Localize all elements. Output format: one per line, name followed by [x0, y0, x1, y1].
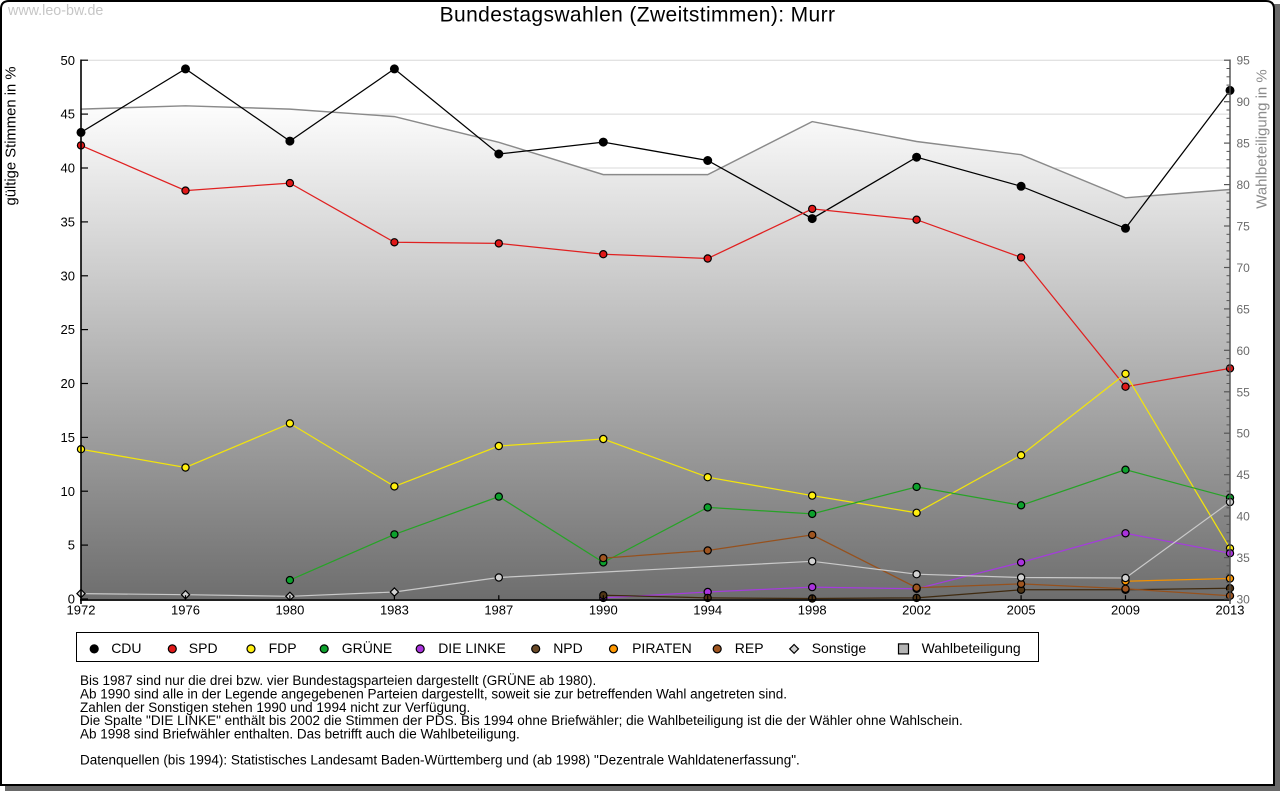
svg-text:90: 90	[1237, 95, 1251, 109]
svg-text:Datenquellen (bis 1994): Stati: Datenquellen (bis 1994): Statistisches L…	[80, 752, 800, 767]
svg-text:40: 40	[1237, 510, 1251, 524]
svg-text:GRÜNE: GRÜNE	[342, 639, 393, 656]
svg-text:NPD: NPD	[553, 640, 583, 656]
svg-text:gültige Stimmen in %: gültige Stimmen in %	[4, 67, 20, 206]
svg-text:Bis 1987 sind nur die drei bzw: Bis 1987 sind nur die drei bzw. vier Bun…	[80, 673, 596, 688]
svg-text:60: 60	[1237, 344, 1251, 358]
svg-text:Wahlbeteiligung in %: Wahlbeteiligung in %	[1254, 69, 1271, 209]
svg-text:30: 30	[1237, 593, 1251, 607]
svg-text:Sonstige: Sonstige	[812, 640, 867, 656]
svg-text:80: 80	[1237, 178, 1251, 192]
svg-text:1980: 1980	[275, 603, 304, 618]
svg-text:Bundestagswahlen (Zweitstimmen: Bundestagswahlen (Zweitstimmen): Murr	[440, 4, 836, 27]
svg-text:5: 5	[68, 538, 75, 553]
svg-text:35: 35	[1237, 551, 1251, 565]
svg-text:SPD: SPD	[189, 640, 218, 656]
svg-text:1983: 1983	[380, 603, 409, 618]
svg-text:CDU: CDU	[111, 640, 141, 656]
svg-text:Wahlbeteiligung: Wahlbeteiligung	[922, 640, 1021, 656]
svg-text:2009: 2009	[1111, 603, 1140, 618]
svg-text:55: 55	[1237, 385, 1251, 399]
svg-text:1972: 1972	[67, 603, 96, 618]
svg-text:20: 20	[61, 376, 75, 391]
svg-text:0: 0	[68, 592, 75, 607]
svg-text:REP: REP	[735, 640, 764, 656]
svg-text:www.leo-bw.de: www.leo-bw.de	[7, 3, 103, 19]
svg-text:1994: 1994	[693, 603, 722, 618]
svg-text:Ab 1990 sind alle in der Legen: Ab 1990 sind alle in der Legende angegeb…	[80, 686, 787, 701]
svg-text:25: 25	[61, 322, 75, 337]
svg-text:70: 70	[1237, 261, 1251, 275]
svg-text:Die Spalte "DIE LINKE" enthält: Die Spalte "DIE LINKE" enthält bis 2002 …	[80, 713, 963, 728]
svg-text:45: 45	[1237, 468, 1251, 482]
svg-text:2002: 2002	[902, 603, 931, 618]
svg-text:75: 75	[1237, 220, 1251, 234]
svg-text:65: 65	[1237, 302, 1251, 316]
svg-text:1976: 1976	[171, 603, 200, 618]
svg-text:95: 95	[1237, 54, 1251, 68]
svg-text:2005: 2005	[1007, 603, 1036, 618]
svg-text:45: 45	[61, 107, 75, 122]
svg-text:Zahlen der Sonstigen stehen 19: Zahlen der Sonstigen stehen 1990 und 199…	[80, 700, 470, 715]
svg-text:Ab 1998 sind Briefwähler entha: Ab 1998 sind Briefwähler enthalten. Das …	[80, 727, 520, 742]
svg-text:1990: 1990	[589, 603, 618, 618]
svg-text:2013: 2013	[1216, 603, 1245, 618]
svg-text:40: 40	[61, 161, 75, 176]
svg-text:15: 15	[61, 430, 75, 445]
svg-text:85: 85	[1237, 137, 1251, 151]
svg-text:50: 50	[61, 53, 75, 68]
svg-text:DIE LINKE: DIE LINKE	[438, 640, 506, 656]
svg-text:10: 10	[61, 484, 75, 499]
svg-text:50: 50	[1237, 427, 1251, 441]
svg-text:1987: 1987	[484, 603, 513, 618]
svg-text:1998: 1998	[798, 603, 827, 618]
svg-text:30: 30	[61, 268, 75, 283]
svg-text:35: 35	[61, 215, 75, 230]
svg-text:FDP: FDP	[269, 640, 297, 656]
svg-text:PIRATEN: PIRATEN	[632, 640, 692, 656]
